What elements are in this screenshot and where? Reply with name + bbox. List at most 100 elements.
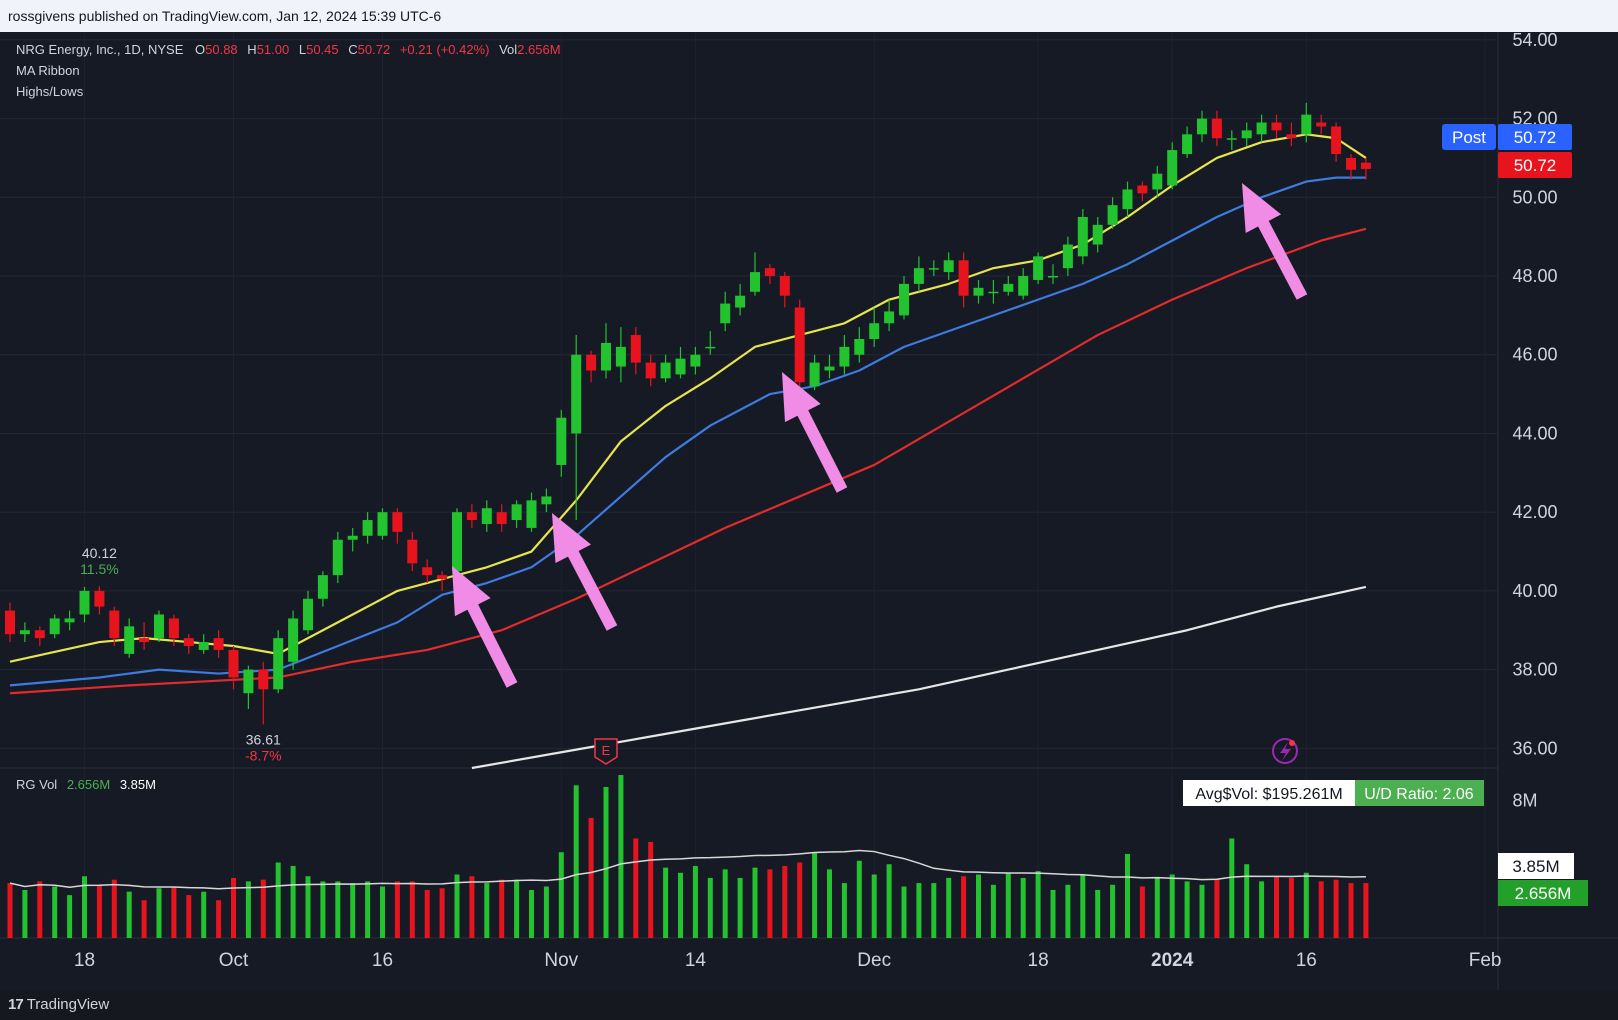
- candle[interactable]: [362, 512, 373, 544]
- candle[interactable]: [869, 307, 880, 347]
- candle[interactable]: [526, 492, 537, 532]
- candle[interactable]: [377, 508, 388, 540]
- candle[interactable]: [571, 335, 582, 521]
- candle[interactable]: [809, 354, 820, 391]
- candle[interactable]: [496, 504, 507, 532]
- candle[interactable]: [601, 323, 611, 379]
- candle[interactable]: [213, 630, 224, 658]
- candle[interactable]: [5, 602, 15, 643]
- candle[interactable]: [288, 610, 299, 670]
- candle[interactable]: [1107, 197, 1118, 229]
- candle[interactable]: [347, 527, 358, 552]
- candle[interactable]: [988, 279, 999, 304]
- candle[interactable]: [839, 335, 850, 375]
- candle[interactable]: [973, 279, 984, 304]
- candle[interactable]: [630, 327, 641, 375]
- candle[interactable]: [958, 252, 969, 308]
- candle[interactable]: [64, 610, 75, 631]
- candle[interactable]: [19, 622, 30, 643]
- candle[interactable]: [1360, 157, 1371, 180]
- candle[interactable]: [392, 508, 403, 544]
- candle[interactable]: [794, 299, 805, 391]
- candle[interactable]: [1256, 114, 1267, 143]
- candle[interactable]: [645, 354, 656, 387]
- candle[interactable]: [1226, 130, 1237, 151]
- candle[interactable]: [1346, 154, 1356, 180]
- candle[interactable]: [303, 590, 313, 635]
- candle[interactable]: [228, 645, 239, 690]
- candle[interactable]: [899, 276, 909, 320]
- candle[interactable]: [1092, 216, 1103, 253]
- candle[interactable]: [1286, 122, 1297, 147]
- candle[interactable]: [198, 634, 209, 654]
- candle[interactable]: [1331, 122, 1342, 162]
- candle[interactable]: [1122, 181, 1133, 217]
- candle[interactable]: [258, 661, 269, 725]
- volume-legend[interactable]: RG Vol 2.656M 3.85M: [16, 777, 156, 792]
- candle[interactable]: [79, 586, 90, 623]
- candle[interactable]: [1077, 209, 1088, 265]
- candle[interactable]: [49, 614, 60, 639]
- candle[interactable]: [109, 606, 120, 646]
- candle[interactable]: [1018, 268, 1029, 300]
- candle[interactable]: [422, 559, 433, 584]
- candle[interactable]: [1152, 165, 1163, 198]
- candle[interactable]: [1301, 102, 1312, 143]
- candle[interactable]: [884, 299, 895, 332]
- candle[interactable]: [154, 610, 164, 643]
- candle[interactable]: [586, 350, 597, 383]
- candle[interactable]: [943, 252, 954, 280]
- candle[interactable]: [690, 346, 701, 375]
- candle[interactable]: [913, 256, 924, 292]
- candle[interactable]: [34, 626, 45, 646]
- candle[interactable]: [1271, 114, 1282, 139]
- ma-ribbon-legend[interactable]: MA Ribbon: [16, 63, 80, 78]
- candle[interactable]: [407, 531, 418, 572]
- candle[interactable]: [452, 508, 462, 576]
- candle[interactable]: [1197, 110, 1207, 143]
- candle[interactable]: [1048, 264, 1058, 284]
- candle[interactable]: [1003, 276, 1014, 296]
- candle-body: [884, 311, 895, 324]
- candle[interactable]: [854, 327, 865, 363]
- candle[interactable]: [764, 264, 775, 284]
- candle[interactable]: [317, 571, 328, 607]
- candle[interactable]: [1033, 252, 1044, 284]
- candle[interactable]: [541, 488, 552, 513]
- candle[interactable]: [735, 283, 746, 316]
- candle[interactable]: [1182, 126, 1193, 158]
- candle[interactable]: [332, 531, 343, 584]
- highs-lows-legend[interactable]: Highs/Lows: [16, 84, 84, 99]
- candle[interactable]: [1211, 110, 1222, 147]
- candle[interactable]: [1062, 236, 1073, 277]
- candle[interactable]: [1137, 181, 1148, 202]
- candle[interactable]: [928, 260, 939, 277]
- candle[interactable]: [243, 665, 254, 709]
- candle[interactable]: [675, 346, 686, 379]
- candle[interactable]: [1241, 122, 1252, 147]
- candle[interactable]: [124, 618, 135, 658]
- candle[interactable]: [720, 291, 731, 332]
- candle[interactable]: [750, 252, 760, 296]
- candle[interactable]: [556, 409, 567, 477]
- candle[interactable]: [1316, 114, 1327, 135]
- candle[interactable]: [511, 500, 522, 528]
- candle[interactable]: [466, 504, 477, 528]
- candle[interactable]: [615, 327, 626, 383]
- earnings-marker-shape: [594, 738, 618, 765]
- candle[interactable]: [705, 331, 716, 355]
- candle[interactable]: [1167, 142, 1178, 190]
- candle[interactable]: [824, 354, 835, 379]
- candle[interactable]: [139, 622, 150, 650]
- candle[interactable]: [481, 500, 492, 532]
- candle[interactable]: [183, 634, 194, 654]
- candle[interactable]: [273, 630, 284, 694]
- candle[interactable]: [660, 354, 671, 383]
- candle[interactable]: [168, 614, 179, 646]
- lightning-icon[interactable]: [1272, 738, 1298, 764]
- candle[interactable]: [779, 272, 790, 308]
- earnings-marker[interactable]: E: [594, 738, 618, 765]
- candle[interactable]: [94, 586, 105, 615]
- candle[interactable]: [437, 571, 448, 591]
